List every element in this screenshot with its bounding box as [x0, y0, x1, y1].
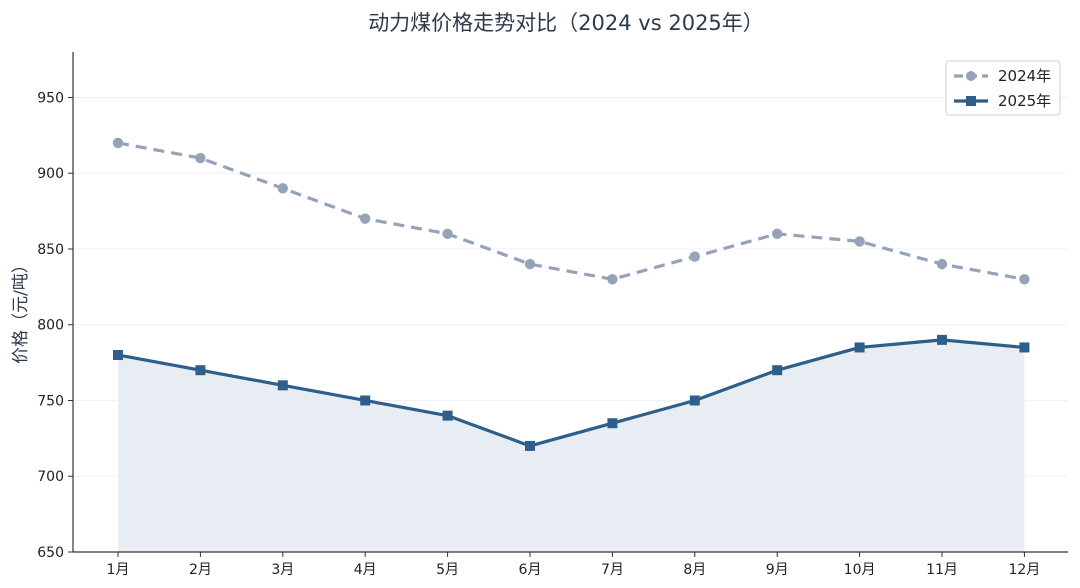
- legend-label: 2024年: [998, 67, 1051, 85]
- data-point: [1019, 342, 1030, 353]
- legend-marker: [966, 96, 976, 106]
- data-point: [113, 350, 123, 361]
- data-point: [689, 395, 700, 406]
- chart-title: 动力煤价格走势对比（2024 vs 2025年）: [368, 11, 764, 35]
- y-tick-label: 800: [37, 318, 64, 334]
- data-point: [277, 183, 288, 194]
- x-tick-label: 11月: [926, 562, 958, 578]
- series-line: [117, 338, 1025, 448]
- series-area-fill: [118, 339, 1025, 552]
- y-tick-label: 650: [37, 545, 64, 561]
- area-fill: [118, 339, 1025, 552]
- y-tick-label: 850: [37, 242, 64, 258]
- data-point: [195, 365, 206, 376]
- ticks: 650 700 750 800 850 900 950 1月 2月 3月 4月 5月 6月 7月 8月 9月 1…: [37, 90, 1040, 578]
- legend-label: 2025年: [998, 92, 1051, 110]
- x-tick-label: 9月: [766, 562, 789, 578]
- data-point: [360, 213, 371, 224]
- data-point: [772, 365, 783, 376]
- data-point: [442, 228, 453, 240]
- data-point: [1019, 274, 1030, 285]
- x-tick-label: 12月: [1008, 562, 1040, 578]
- y-tick-label: 700: [37, 469, 64, 485]
- x-tick-label: 3月: [271, 562, 294, 578]
- data-point: [607, 418, 618, 429]
- data-point: [607, 274, 618, 285]
- axes: [72, 52, 1068, 553]
- data-point: [442, 410, 453, 421]
- x-tick-label: 10月: [844, 562, 876, 578]
- x-tick-label: 5月: [436, 562, 459, 578]
- data-point: [854, 236, 865, 247]
- x-tick-label: 1月: [107, 562, 130, 578]
- y-tick-label: 750: [37, 393, 64, 409]
- data-point: [772, 228, 783, 240]
- data-point: [195, 152, 206, 164]
- data-point: [936, 258, 948, 270]
- series-line: [117, 141, 1025, 281]
- x-tick-label: 2月: [189, 562, 212, 578]
- x-tick-label: 7月: [601, 562, 624, 578]
- data-point: [854, 342, 865, 353]
- x-tick-label: 8月: [683, 562, 706, 578]
- data-point: [525, 440, 535, 451]
- data-point: [112, 137, 124, 149]
- y-tick-label: 900: [37, 166, 64, 182]
- data-point: [937, 334, 947, 345]
- data-point: [524, 258, 536, 270]
- data-point: [360, 395, 371, 406]
- x-tick-label: 6月: [519, 562, 542, 578]
- y-axis-label: 价格（元/吨）: [11, 256, 31, 364]
- legend: 2024年 2025年: [945, 60, 1061, 116]
- y-tick-label: 950: [37, 90, 64, 106]
- data-point: [689, 251, 700, 262]
- x-tick-label: 4月: [354, 562, 377, 578]
- data-point: [277, 380, 288, 391]
- series: [112, 137, 1030, 451]
- legend-marker: [966, 71, 976, 81]
